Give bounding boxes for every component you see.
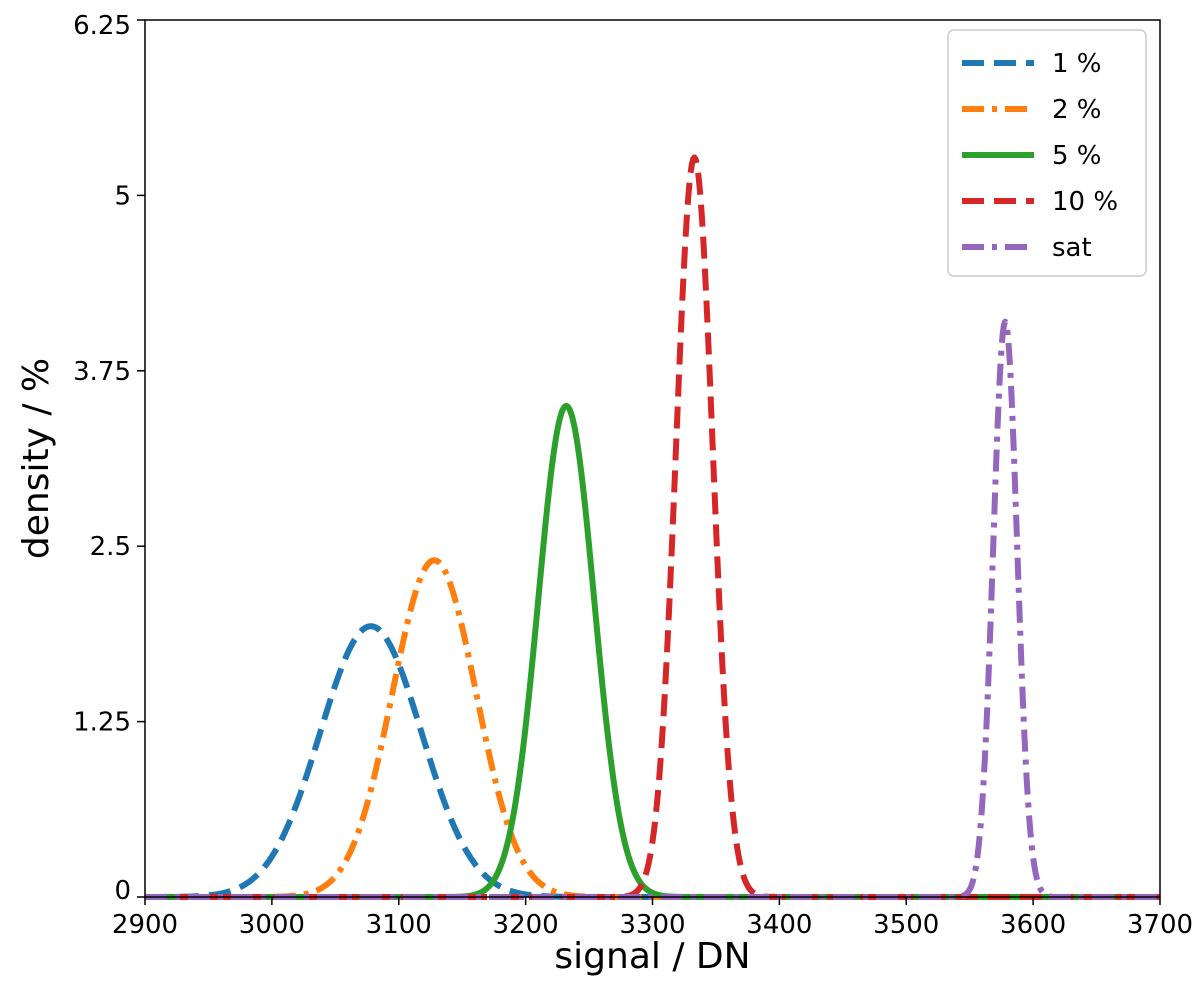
- x-tick-label: 2900: [112, 910, 178, 940]
- y-tick-label: 5: [114, 181, 131, 211]
- legend-label: 1 %: [1052, 49, 1102, 79]
- x-tick-label: 3400: [746, 910, 812, 940]
- x-tick-label: 3600: [1000, 910, 1066, 940]
- x-axis: 2900 3000 3100 3200 3300 3400 3500 3600 3700: [112, 897, 1193, 940]
- y-tick-label: 1.25: [73, 708, 131, 738]
- x-tick-label: 3200: [493, 910, 559, 940]
- x-tick-label: 3300: [619, 910, 685, 940]
- legend-label: sat: [1052, 233, 1092, 263]
- x-tick-label: 3700: [1127, 910, 1193, 940]
- x-tick-label: 3500: [873, 910, 939, 940]
- y-axis: 0 1.25 2.5 3.75 5 6.25: [73, 11, 145, 906]
- legend: 1 % 2 % 5 % 10 % sat: [947, 29, 1147, 277]
- y-axis-label: density / %: [16, 358, 57, 559]
- y-tick-label: 3.75: [73, 357, 131, 387]
- legend-label: 10 %: [1052, 187, 1118, 217]
- x-tick-label: 3000: [239, 910, 305, 940]
- y-tick-label: 0: [114, 876, 131, 906]
- legend-label: 5 %: [1052, 141, 1102, 171]
- y-tick-label: 6.25: [73, 11, 131, 41]
- legend-label: 2 %: [1052, 95, 1102, 125]
- y-tick-label: 2.5: [90, 532, 131, 562]
- x-axis-label: signal / DN: [554, 936, 750, 977]
- x-tick-label: 3100: [366, 910, 432, 940]
- legend-box: [947, 29, 1147, 277]
- series-line-2: [143, 557, 1162, 900]
